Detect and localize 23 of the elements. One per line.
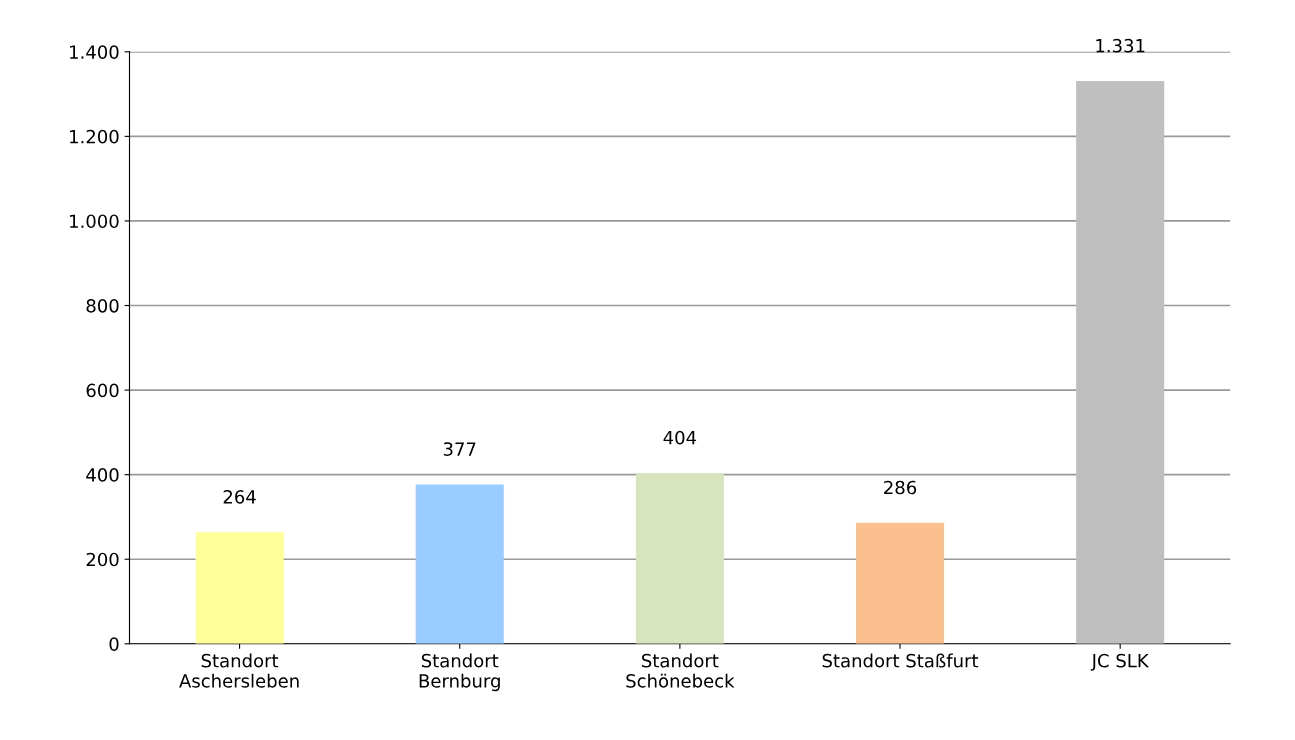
x-tick-label: Standort Schönebeck: [626, 653, 735, 688]
bar: [1076, 80, 1165, 644]
data-label: 1.331: [1096, 38, 1145, 53]
x-tick-label: JC SLK: [1090, 653, 1150, 671]
data-label: 286: [884, 480, 917, 495]
x-tick-label: Standort Bernburg: [419, 653, 500, 692]
bar: [195, 532, 284, 644]
y-tick-label: 200: [86, 552, 119, 567]
y-tick-label: 1.200: [70, 129, 119, 144]
y-tick-label: 800: [86, 298, 119, 313]
data-label: 377: [443, 442, 476, 456]
y-tick-label: 1.400: [70, 45, 119, 59]
bar: [855, 522, 945, 644]
bar: [415, 484, 504, 644]
y-tick-label: 600: [86, 383, 119, 398]
y-tick-label: 400: [86, 468, 119, 482]
y-tick-label: 0: [109, 637, 119, 651]
data-label: 264: [223, 490, 256, 504]
x-tick-label: Standort Aschersleben: [179, 653, 299, 688]
data-label: 404: [663, 430, 697, 445]
x-tick-label: Standort Staßfurt: [822, 653, 979, 668]
bar: [635, 472, 724, 644]
y-tick-label: 1.000: [70, 214, 119, 229]
